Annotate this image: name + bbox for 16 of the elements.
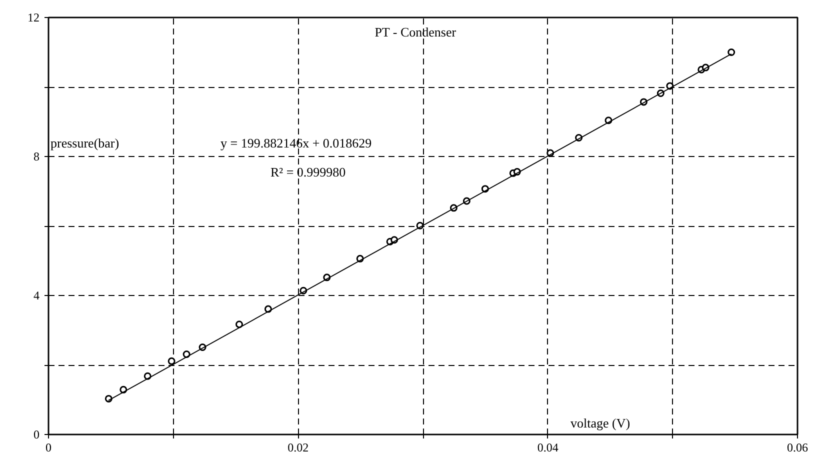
x-axis-title: voltage (V) — [570, 416, 630, 430]
annotation: R² = 0.999980 — [270, 164, 346, 180]
y-tick-label: 0 — [34, 428, 40, 442]
text: PT - Condenser — [374, 24, 457, 40]
point — [728, 48, 736, 56]
y-tick-label: 8 — [34, 150, 40, 164]
point — [168, 357, 176, 365]
x-tick-label: 0 — [46, 440, 52, 454]
point — [235, 320, 243, 328]
y-tick-label: 12 — [28, 10, 40, 24]
x-tick-label: 0.06 — [787, 440, 808, 454]
x-tick-label: 0.02 — [288, 440, 309, 454]
y-tick-label: 4 — [34, 288, 40, 302]
x-tick-label: 0.04 — [537, 440, 558, 454]
annotation: y = 199.882146x + 0.018629 — [220, 136, 372, 150]
y-axis-title: pressure(bar) — [50, 136, 120, 150]
